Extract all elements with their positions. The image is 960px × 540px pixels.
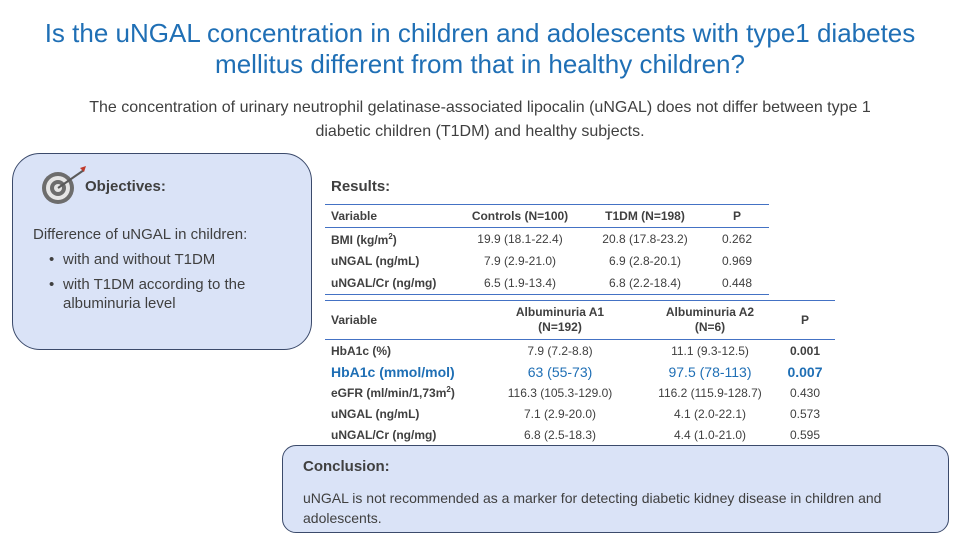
table-cell: 20.8 (17.8-23.2) bbox=[602, 232, 688, 246]
column-header: Variable bbox=[325, 300, 475, 340]
column-header: Variable bbox=[325, 204, 455, 228]
table-row: uNGAL/Cr (ng/mg) 6.8 (2.5-18.3) 4.4 (1.0… bbox=[325, 424, 835, 446]
table-cell: 116.2 (115.9-128.7) bbox=[658, 385, 762, 400]
table-cell: 6.9 (2.8-20.1) bbox=[608, 254, 682, 268]
column-header: P bbox=[705, 204, 769, 228]
table-cell: 6.8 (2.5-18.3) bbox=[475, 424, 645, 446]
list-item: with and without T1DM bbox=[49, 250, 299, 269]
table-cell: 0.969 bbox=[721, 254, 753, 268]
row-label: BMI (kg/m2) bbox=[331, 231, 397, 247]
conclusion-box: Conclusion: uNGAL is not recommended as … bbox=[282, 445, 949, 533]
column-header: T1DM (N=198) bbox=[585, 204, 705, 228]
table-row-highlighted: HbA1c (mmol/mol) 63 (55-73) 97.5 (78-113… bbox=[325, 361, 835, 382]
table-cell: 0.595 bbox=[775, 424, 835, 446]
column-header: P bbox=[775, 300, 835, 340]
table-row: HbA1c (%) 7.9 (7.2-8.8) 11.1 (9.3-12.5) … bbox=[325, 340, 835, 362]
table-row: BMI (kg/m2) 19.9 (18.1-22.4) 20.8 (17.8-… bbox=[325, 228, 769, 251]
table-cell: 116.3 (105.3-129.0) bbox=[507, 385, 613, 400]
results-heading: Results: bbox=[331, 178, 391, 195]
table-header-row: Variable Albuminuria A1 (N=192) Albuminur… bbox=[325, 300, 835, 340]
conclusion-heading: Conclusion: bbox=[303, 458, 390, 475]
row-label: eGFR (ml/min/1,73m2) bbox=[331, 385, 455, 400]
results-table-controls-vs-t1dm: Variable Controls (N=100) T1DM (N=198) P… bbox=[325, 204, 769, 295]
table-cell: 0.007 bbox=[787, 363, 823, 380]
table-cell: 11.1 (9.3-12.5) bbox=[671, 343, 749, 358]
table-cell: 0.262 bbox=[721, 232, 753, 246]
row-label: uNGAL (ng/mL) bbox=[331, 254, 420, 268]
table-row: uNGAL (ng/mL) 7.9 (2.9-21.0) 6.9 (2.8-20… bbox=[325, 250, 769, 272]
table-cell: 0.001 bbox=[789, 343, 821, 358]
table-cell: 0.430 bbox=[789, 385, 821, 400]
table-cell: 4.4 (1.0-21.0) bbox=[645, 424, 775, 446]
table-cell: 97.5 (78-113) bbox=[668, 363, 752, 380]
page-title: Is the uNGAL concentration in children a… bbox=[44, 18, 916, 79]
objectives-intro: Difference of uNGAL in children: bbox=[33, 226, 248, 243]
column-header: Controls (N=100) bbox=[455, 204, 585, 228]
results-table-albuminuria: Variable Albuminuria A1 (N=192) Albuminur… bbox=[325, 300, 835, 446]
row-label: HbA1c (%) bbox=[331, 343, 392, 358]
row-label: uNGAL/Cr (ng/mg) bbox=[325, 424, 475, 446]
row-label: uNGAL (ng/mL) bbox=[331, 406, 420, 421]
table-cell: 7.9 (7.2-8.8) bbox=[527, 343, 593, 358]
table-cell: 7.1 (2.9-20.0) bbox=[523, 406, 597, 421]
objectives-heading: Objectives: bbox=[85, 178, 166, 195]
page-subtitle: The concentration of urinary neutrophil … bbox=[89, 99, 871, 140]
table-cell: 7.9 (2.9-21.0) bbox=[483, 254, 557, 268]
table-cell: 0.573 bbox=[789, 406, 821, 421]
list-item: with T1DM according to the albuminuria l… bbox=[49, 275, 299, 313]
table-cell: 6.8 (2.2-18.4) bbox=[585, 272, 705, 295]
table-cell: 6.5 (1.9-13.4) bbox=[455, 272, 585, 295]
table-cell: 19.9 (18.1-22.4) bbox=[477, 232, 563, 246]
table-cell: 4.1 (2.0-22.1) bbox=[673, 406, 747, 421]
column-header: Albuminuria A1 (N=192) bbox=[475, 300, 645, 340]
target-icon bbox=[42, 166, 86, 204]
row-label: HbA1c (mmol/mol) bbox=[331, 363, 455, 380]
table-row: uNGAL (ng/mL) 7.1 (2.9-20.0) 4.1 (2.0-22… bbox=[325, 403, 835, 424]
table-row: eGFR (ml/min/1,73m2) 116.3 (105.3-129.0)… bbox=[325, 382, 835, 403]
objectives-list: with and without T1DM with T1DM accordin… bbox=[49, 250, 299, 319]
table-cell: 0.448 bbox=[705, 272, 769, 295]
objectives-box: Objectives: Difference of uNGAL in child… bbox=[12, 153, 312, 350]
table-cell: 63 (55-73) bbox=[527, 363, 593, 380]
table-header-row: Variable Controls (N=100) T1DM (N=198) P bbox=[325, 204, 769, 228]
row-label: uNGAL/Cr (ng/mg) bbox=[325, 272, 455, 295]
table-row: uNGAL/Cr (ng/mg) 6.5 (1.9-13.4) 6.8 (2.2… bbox=[325, 272, 769, 295]
column-header: Albuminuria A2 (N=6) bbox=[645, 300, 775, 340]
conclusion-text: uNGAL is not recommended as a marker for… bbox=[303, 490, 882, 526]
